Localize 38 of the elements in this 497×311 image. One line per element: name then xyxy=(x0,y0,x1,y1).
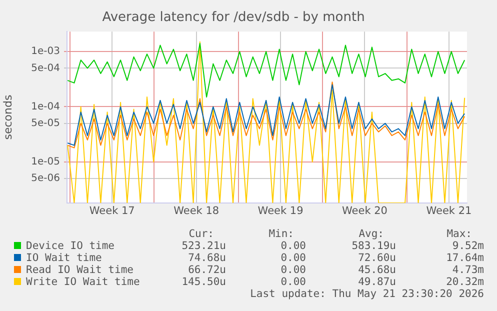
legend-label: IO Wait time xyxy=(26,252,102,264)
text: 145.50u xyxy=(182,276,226,288)
y-axis-title: seconds xyxy=(1,94,14,140)
x-tick-label: Week 21 xyxy=(426,205,472,218)
text: 583.19u xyxy=(352,240,396,252)
y-tick-label: 1e-04 xyxy=(31,101,60,112)
x-tick-label: Week 18 xyxy=(174,205,220,218)
text: 20.32m xyxy=(446,276,484,288)
y-tick-label: 5e-06 xyxy=(31,173,60,184)
chart-title: Average latency for /dev/sdb - by month xyxy=(102,10,365,26)
legend-label: Device IO time xyxy=(26,240,115,252)
y-tick-label: 1e-05 xyxy=(31,156,60,168)
text: 523.21u xyxy=(182,240,226,252)
text: 66.72u xyxy=(188,264,226,276)
text: 17.64m xyxy=(446,252,484,264)
text: Min: xyxy=(268,228,294,240)
text: Last update: Thu May 21 23:30:20 2026 xyxy=(250,288,484,300)
text: 45.68u xyxy=(358,264,396,276)
text: 72.60u xyxy=(358,252,396,264)
text: 0.00 xyxy=(280,264,306,276)
text: 9.52m xyxy=(452,240,484,252)
text: 0.00 xyxy=(280,240,306,252)
text: Avg: xyxy=(358,228,384,240)
text: 49.87u xyxy=(358,276,396,288)
text: Max: xyxy=(446,228,472,240)
x-tick-label: Week 19 xyxy=(258,205,304,218)
text: 4.73m xyxy=(452,264,484,276)
text: Cur: xyxy=(188,228,214,240)
y-tick-label: 5e-04 xyxy=(31,62,60,74)
y-tick-label: 1e-03 xyxy=(31,46,60,58)
text: 74.68u xyxy=(188,252,226,264)
text: 0.00 xyxy=(280,276,306,288)
x-tick-label: Week 20 xyxy=(342,205,388,218)
x-tick-label: Week 17 xyxy=(89,205,135,218)
legend-label: Read IO Wait time xyxy=(26,264,134,276)
y-tick-label: 5e-05 xyxy=(31,118,60,129)
legend-label: Write IO Wait time xyxy=(26,276,140,288)
text: 0.00 xyxy=(280,252,306,264)
